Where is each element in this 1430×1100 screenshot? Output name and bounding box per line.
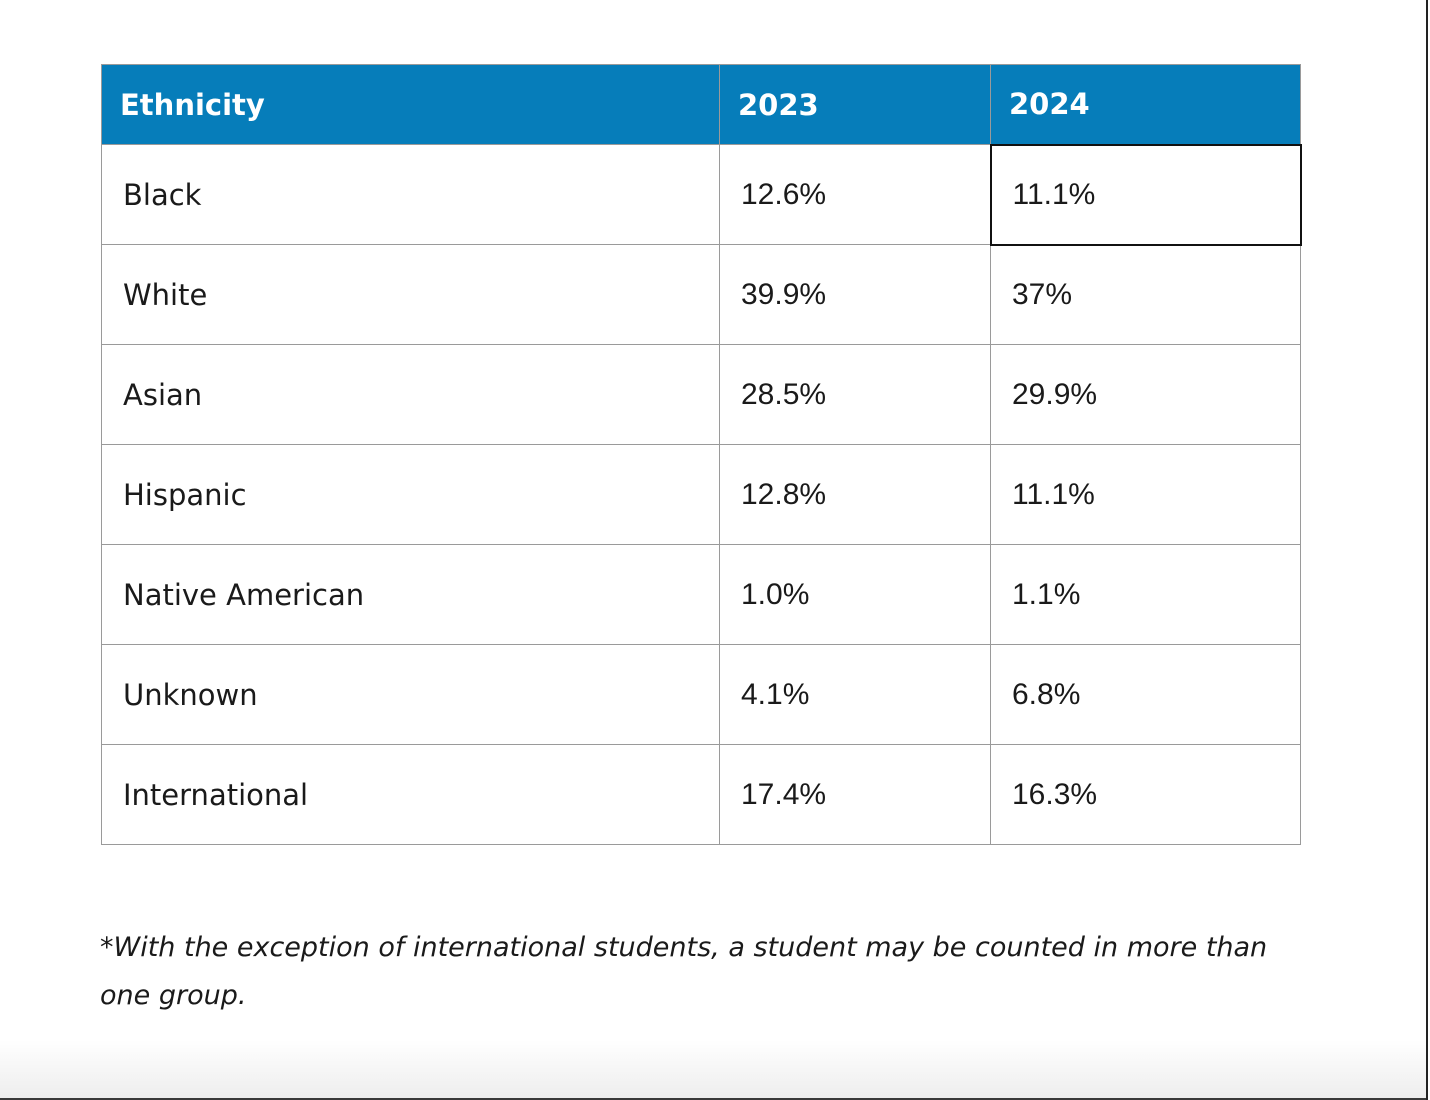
value-2023-cell[interactable]: 17.4% bbox=[719, 744, 991, 845]
page-bottom-shadow bbox=[0, 1040, 1426, 1100]
table-row: Asian 28.5% 29.9% bbox=[101, 344, 1301, 445]
value-2023-cell[interactable]: 39.9% bbox=[719, 244, 991, 345]
table-row: Black 12.6% 11.1% bbox=[101, 143, 1302, 246]
ethnicity-cell[interactable]: International bbox=[101, 744, 720, 845]
column-header-ethnicity[interactable]: Ethnicity bbox=[101, 64, 720, 145]
table-row: Unknown 4.1% 6.8% bbox=[101, 644, 1301, 745]
page-bottom-border bbox=[0, 1098, 1426, 1100]
ethnicity-table: Ethnicity 2023 2024 Black 12.6% 11.1% Wh… bbox=[101, 64, 1302, 845]
ethnicity-cell[interactable]: Unknown bbox=[101, 644, 720, 745]
value-2024-cell[interactable]: 16.3% bbox=[990, 744, 1301, 845]
value-2024-cell[interactable]: 29.9% bbox=[990, 344, 1301, 445]
value-2023-cell[interactable]: 4.1% bbox=[719, 644, 991, 745]
footnote: *With the exception of international stu… bbox=[100, 932, 1268, 1011]
ethnicity-cell[interactable]: White bbox=[101, 244, 720, 345]
table-row: White 39.9% 37% bbox=[101, 244, 1301, 345]
value-2024-cell[interactable]: 6.8% bbox=[990, 644, 1301, 745]
column-header-2024[interactable]: 2024 bbox=[990, 64, 1301, 145]
ethnicity-cell[interactable]: Black bbox=[101, 144, 720, 245]
value-2023-cell[interactable]: 12.8% bbox=[719, 444, 991, 545]
value-2023-cell[interactable]: 1.0% bbox=[719, 544, 991, 645]
ethnicity-cell[interactable]: Hispanic bbox=[101, 444, 720, 545]
table-header-row: Ethnicity 2023 2024 bbox=[101, 64, 1301, 145]
table-row: International 17.4% 16.3% bbox=[101, 744, 1301, 845]
value-2024-cell-selected[interactable]: 11.1% bbox=[989, 143, 1302, 246]
value-2023-cell[interactable]: 28.5% bbox=[719, 344, 991, 445]
value-2024-cell[interactable]: 1.1% bbox=[990, 544, 1301, 645]
ethnicity-cell[interactable]: Native American bbox=[101, 544, 720, 645]
value-2024-cell[interactable]: 37% bbox=[990, 244, 1301, 345]
table-row: Native American 1.0% 1.1% bbox=[101, 544, 1301, 645]
value-2023-cell[interactable]: 12.6% bbox=[719, 144, 991, 245]
column-header-2023[interactable]: 2023 bbox=[719, 64, 991, 145]
table-row: Hispanic 12.8% 11.1% bbox=[101, 444, 1301, 545]
ethnicity-cell[interactable]: Asian bbox=[101, 344, 720, 445]
value-2024-cell[interactable]: 11.1% bbox=[990, 444, 1301, 545]
